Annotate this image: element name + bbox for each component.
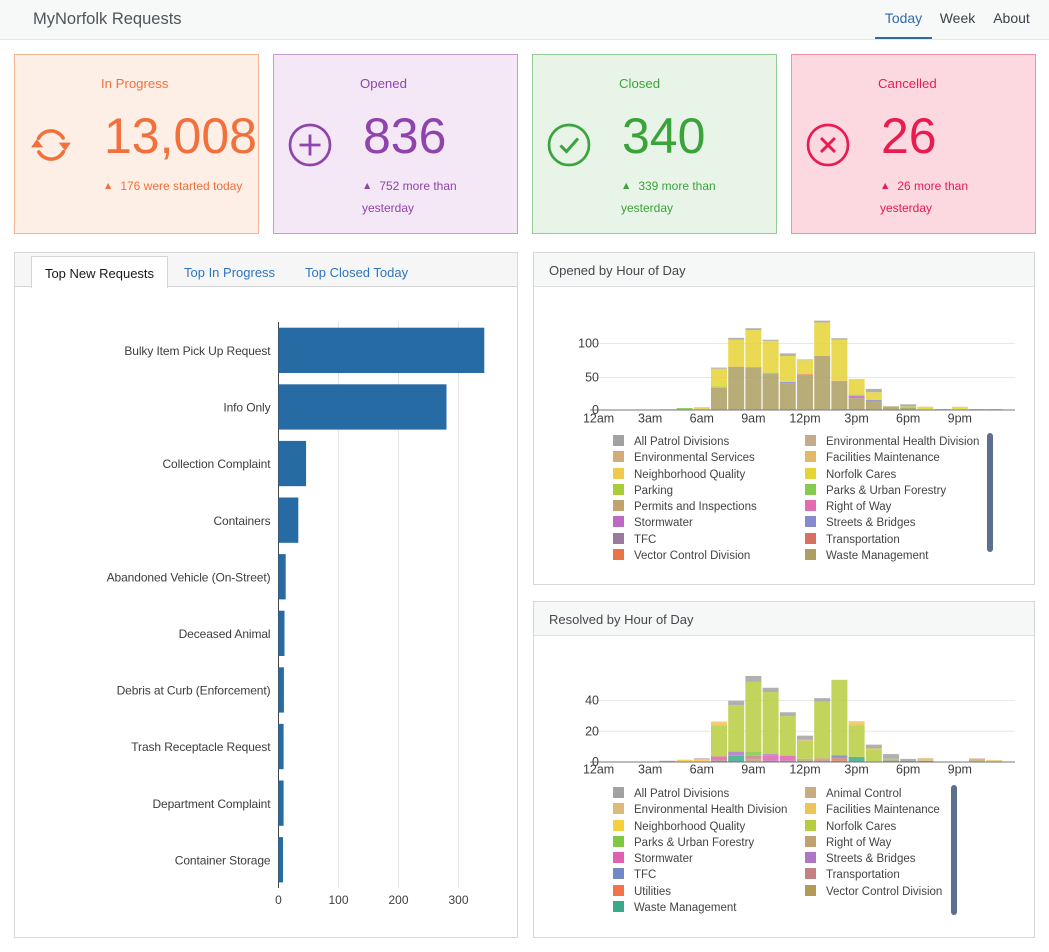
svg-text:Containers: Containers: [213, 514, 270, 528]
svg-text:100: 100: [328, 893, 348, 907]
svg-text:100: 100: [578, 337, 599, 351]
svg-text:Collection Complaint: Collection Complaint: [162, 457, 271, 471]
svg-text:6pm: 6pm: [896, 763, 920, 777]
svg-text:50: 50: [585, 371, 599, 385]
svg-text:Abandoned Vehicle (On-Street): Abandoned Vehicle (On-Street): [107, 570, 271, 584]
svg-text:12am: 12am: [583, 763, 614, 777]
svg-text:3pm: 3pm: [844, 763, 868, 777]
svg-text:Info Only: Info Only: [223, 401, 270, 415]
svg-text:300: 300: [448, 893, 468, 907]
svg-text:9am: 9am: [741, 412, 765, 426]
svg-text:9pm: 9pm: [948, 763, 972, 777]
svg-text:Trash Receptacle Request: Trash Receptacle Request: [131, 740, 271, 754]
svg-text:6am: 6am: [690, 763, 714, 777]
svg-text:Debris at Curb (Enforcement): Debris at Curb (Enforcement): [117, 684, 271, 698]
svg-text:Bulky Item Pick Up Request: Bulky Item Pick Up Request: [124, 344, 271, 358]
svg-text:0: 0: [592, 755, 599, 769]
svg-text:0: 0: [275, 893, 282, 907]
svg-text:12pm: 12pm: [789, 763, 820, 777]
svg-text:3pm: 3pm: [844, 412, 868, 426]
svg-text:Department Complaint: Department Complaint: [152, 797, 271, 811]
svg-text:9pm: 9pm: [948, 412, 972, 426]
svg-text:40: 40: [585, 694, 599, 708]
svg-text:12pm: 12pm: [789, 412, 820, 426]
svg-text:20: 20: [585, 725, 599, 739]
svg-text:0: 0: [592, 403, 599, 417]
svg-text:6am: 6am: [690, 412, 714, 426]
svg-text:3am: 3am: [638, 763, 662, 777]
svg-text:6pm: 6pm: [896, 412, 920, 426]
svg-text:12am: 12am: [583, 412, 614, 426]
svg-text:3am: 3am: [638, 412, 662, 426]
svg-text:200: 200: [388, 893, 408, 907]
svg-text:Deceased Animal: Deceased Animal: [179, 627, 271, 641]
svg-text:Container Storage: Container Storage: [175, 853, 271, 867]
svg-text:9am: 9am: [741, 763, 765, 777]
